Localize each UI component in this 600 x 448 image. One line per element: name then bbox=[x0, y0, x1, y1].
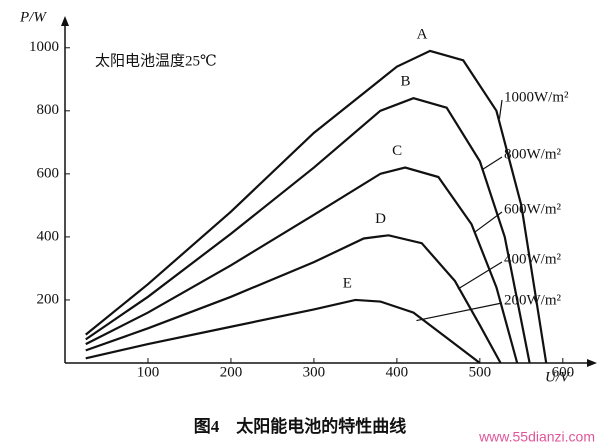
y-axis-label: P/W bbox=[19, 9, 47, 25]
leader-line bbox=[474, 211, 503, 233]
x-tick-label: 600 bbox=[552, 364, 575, 380]
irradiance-label: 1000W/m² bbox=[504, 89, 569, 105]
x-axis-label: U/V bbox=[545, 369, 571, 385]
curve bbox=[85, 97, 531, 364]
curve bbox=[85, 49, 548, 364]
curve-label: C bbox=[392, 143, 402, 159]
irradiance-label: 200W/m² bbox=[504, 292, 561, 308]
curve-label: E bbox=[343, 275, 352, 291]
y-tick-label: 400 bbox=[37, 228, 60, 244]
y-tick-label: 800 bbox=[37, 102, 60, 118]
y-axis-arrow bbox=[61, 16, 69, 26]
curve bbox=[85, 234, 502, 364]
y-tick-label: 1000 bbox=[29, 39, 59, 55]
leader-line bbox=[498, 99, 503, 119]
x-tick-label: 400 bbox=[386, 364, 409, 380]
x-tick-label: 200 bbox=[220, 364, 243, 380]
irradiance-label: 800W/m² bbox=[504, 146, 561, 162]
x-tick-label: 300 bbox=[303, 364, 326, 380]
curve-label: A bbox=[417, 26, 428, 42]
x-tick-label: 100 bbox=[137, 364, 160, 380]
irradiance-label: 600W/m² bbox=[504, 201, 561, 217]
caption: 图4 太阳能电池的特性曲线 bbox=[194, 416, 407, 436]
y-tick-label: 600 bbox=[37, 165, 60, 181]
x-tick-label: 500 bbox=[469, 364, 492, 380]
leader-line bbox=[482, 156, 503, 170]
y-tick-label: 200 bbox=[37, 291, 60, 307]
note: 太阳电池温度25℃ bbox=[95, 52, 217, 69]
curve bbox=[85, 298, 481, 364]
irradiance-label: 400W/m² bbox=[504, 251, 561, 267]
curve-label: B bbox=[400, 74, 410, 90]
watermark: www.55dianzi.com bbox=[478, 429, 595, 445]
curve bbox=[85, 166, 519, 364]
x-axis-arrow bbox=[587, 359, 597, 367]
curve-label: D bbox=[375, 211, 386, 227]
leader-line bbox=[416, 302, 503, 322]
leader-line bbox=[457, 261, 503, 290]
